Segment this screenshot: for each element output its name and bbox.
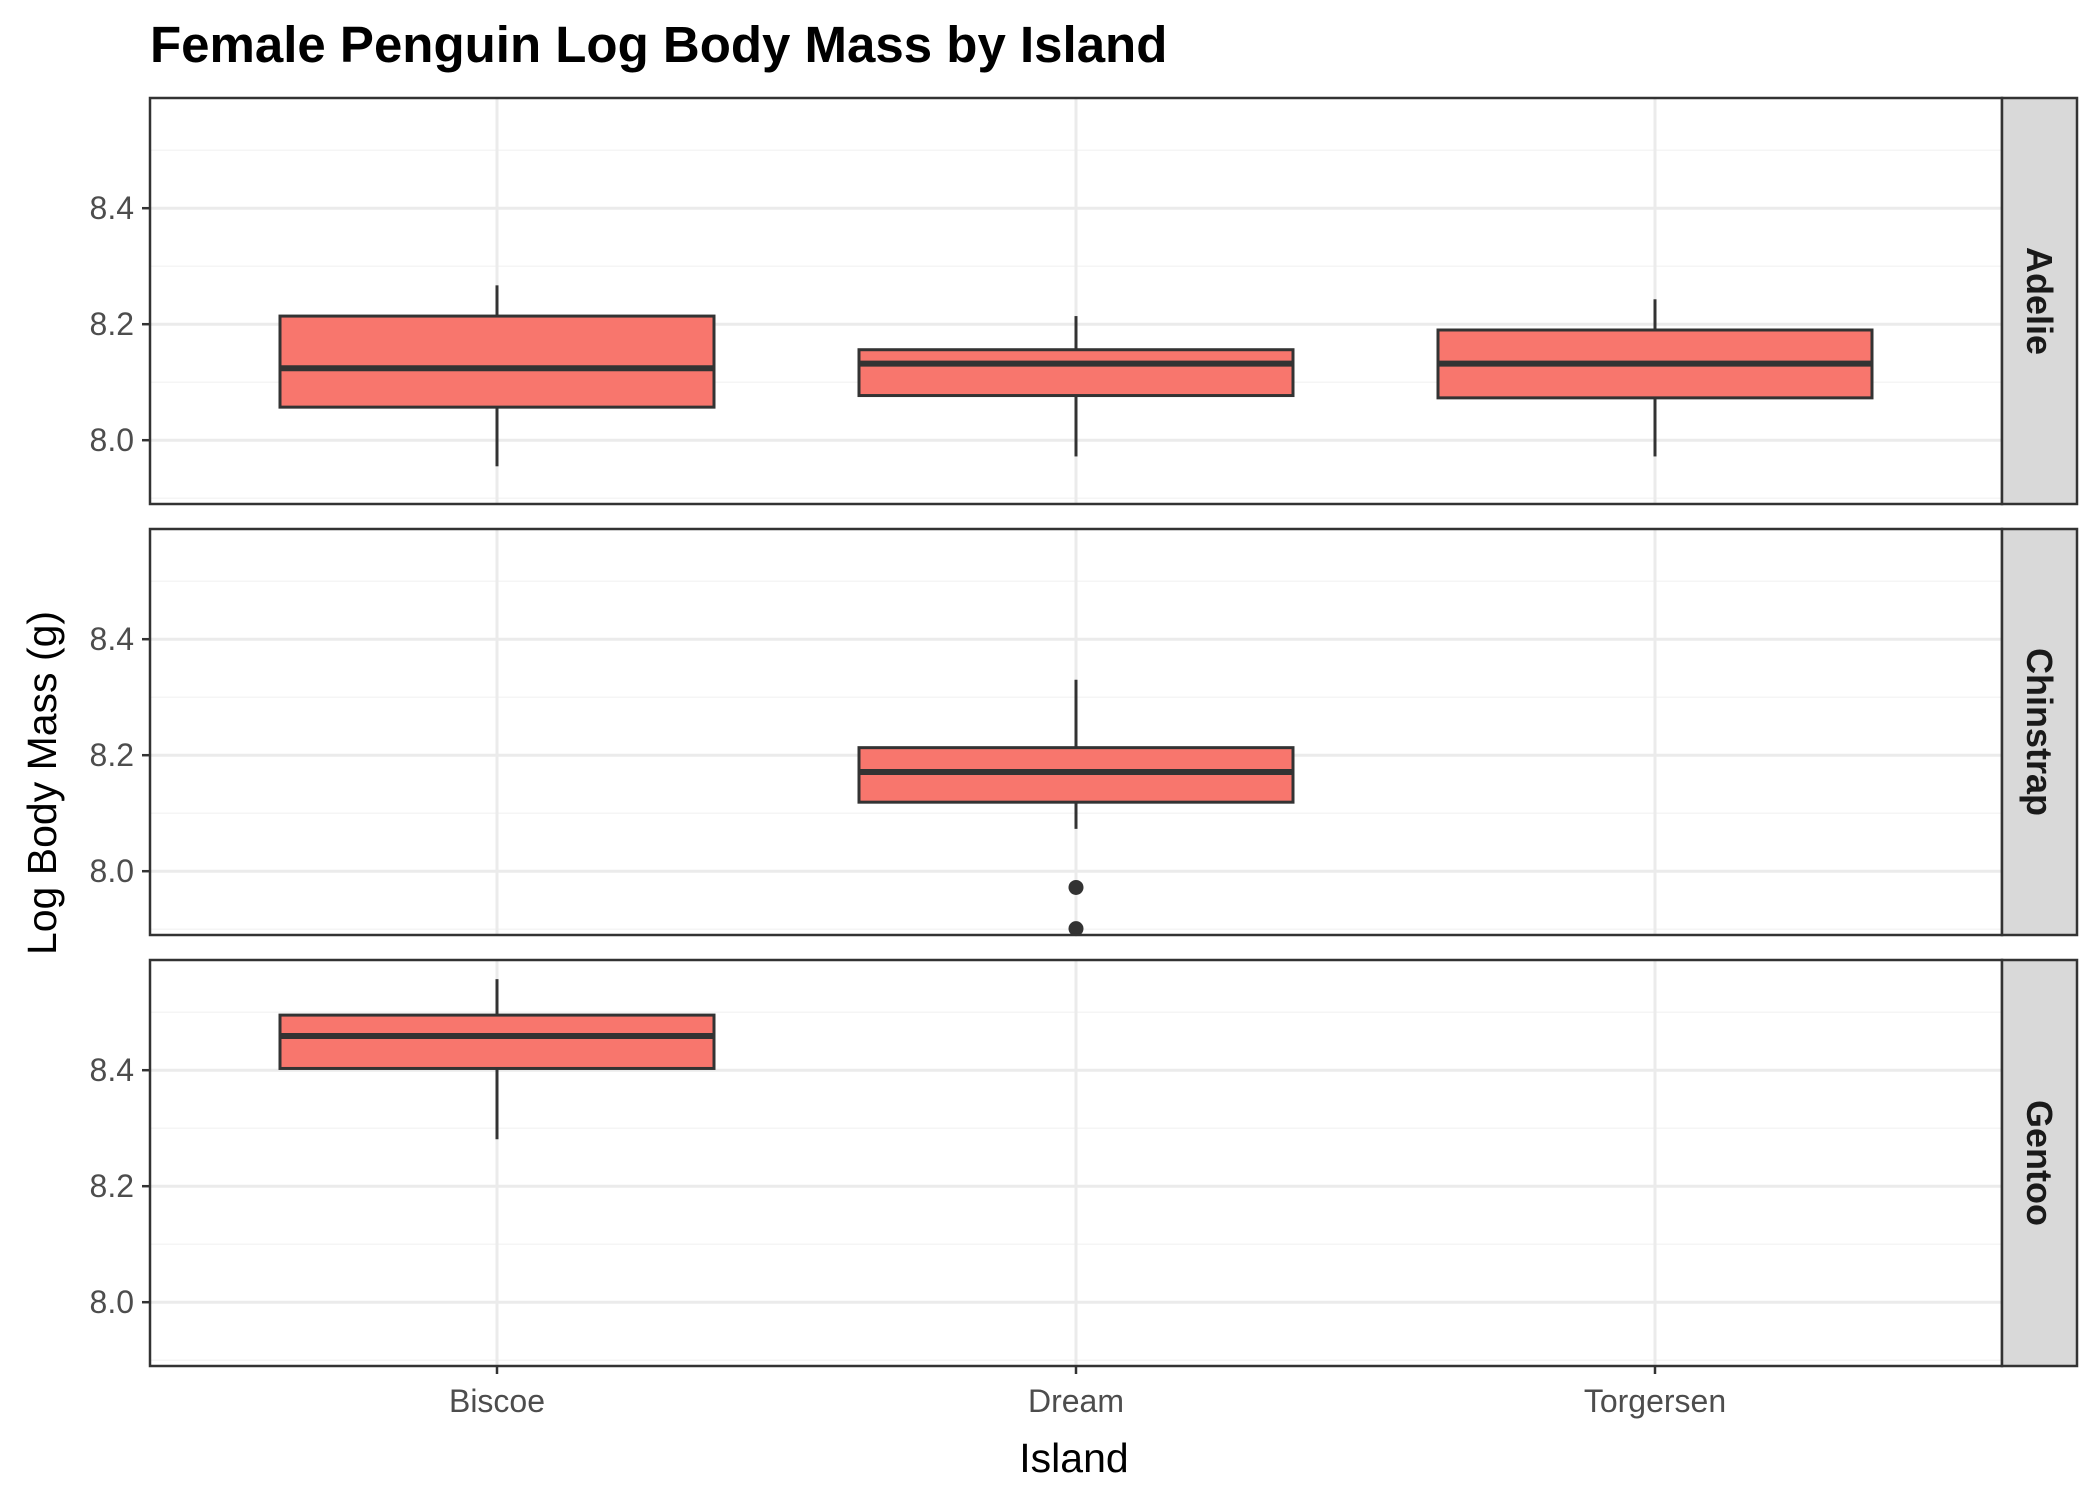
y-tick-label: 8.4 <box>90 621 134 657</box>
facet-panel-gentoo: 8.0 8.2 8.4 Gentoo <box>90 958 2079 1368</box>
chart-title: Female Penguin Log Body Mass by Island <box>150 16 1167 73</box>
x-tick-label: Biscoe <box>449 1383 545 1419</box>
y-tick-label: 8.0 <box>90 853 134 889</box>
box-dream <box>857 679 1295 937</box>
box-biscoe <box>278 979 716 1140</box>
facet-strip <box>2000 958 2079 1368</box>
y-tick-label: 8.0 <box>90 422 134 458</box>
facet-panel-chinstrap: 8.0 8.2 8.4 Chinstrap <box>90 527 2079 937</box>
y-tick-label: 8.2 <box>90 1168 134 1204</box>
facet-panels: 8.08.28.4Adelie8.08.28.4Chinstrap8.08.28… <box>90 96 2079 1368</box>
box-biscoe <box>278 285 716 467</box>
facet-strip <box>2000 96 2079 506</box>
box-torgersen <box>1436 299 1874 457</box>
x-axis-title: Island <box>1019 1435 1128 1481</box>
box-dream <box>857 316 1295 457</box>
outlier-point <box>1068 921 1084 937</box>
y-tick-label: 8.4 <box>90 190 134 226</box>
facet-strip <box>2000 527 2079 937</box>
y-tick-label: 8.0 <box>90 1284 134 1320</box>
box-iqr <box>278 314 716 409</box>
box-iqr <box>278 1013 716 1070</box>
facet-strip-label: Chinstrap <box>2019 648 2060 816</box>
y-tick-label: 8.2 <box>90 306 134 342</box>
y-tick-label: 8.2 <box>90 737 134 773</box>
y-tick-label: 8.4 <box>90 1052 134 1088</box>
facet-strip-label: Adelie <box>2019 247 2060 355</box>
box-iqr <box>857 348 1295 398</box>
x-axis: Biscoe Dream Torgersen <box>449 1366 1726 1419</box>
x-tick-label: Torgersen <box>1584 1383 1726 1419</box>
y-axis-title: Log Body Mass (g) <box>19 611 65 955</box>
facet-strip-label: Gentoo <box>2019 1100 2060 1226</box>
outlier-point <box>1068 879 1084 895</box>
facet-panel-adelie: 8.0 8.2 8.4 Adelie <box>90 96 2079 506</box>
x-tick-label: Dream <box>1028 1383 1124 1419</box>
